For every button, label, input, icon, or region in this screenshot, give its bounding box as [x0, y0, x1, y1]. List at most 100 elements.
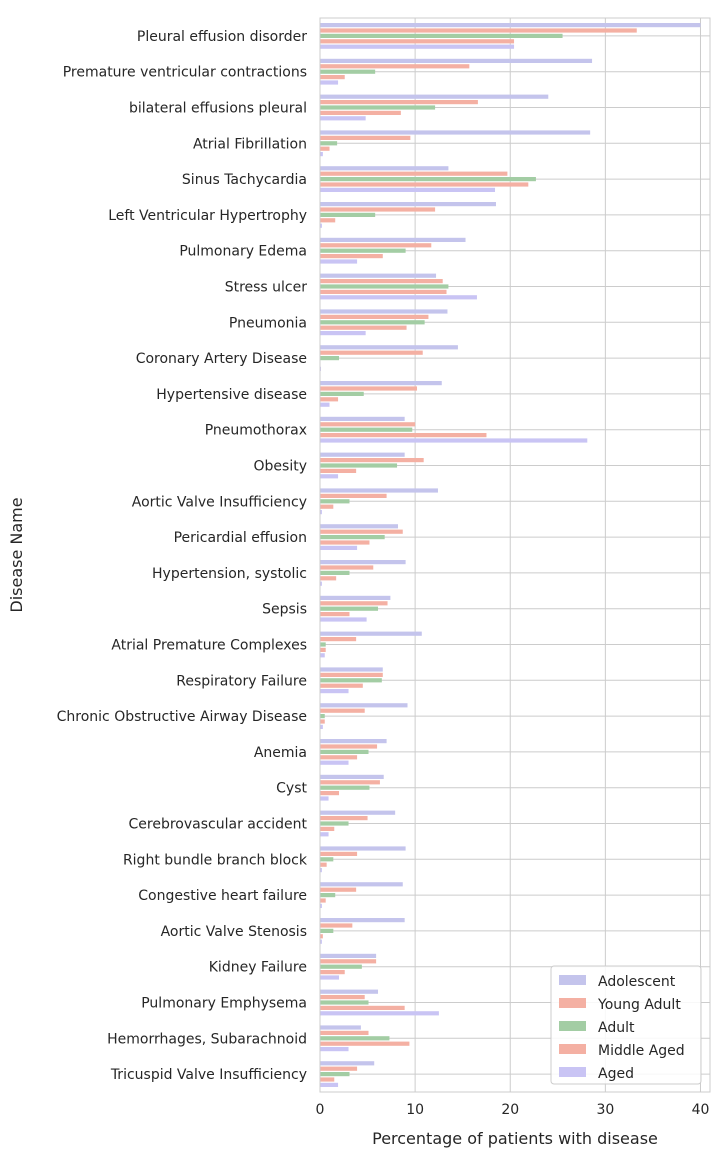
bar	[320, 601, 388, 606]
bar	[320, 953, 377, 958]
bar	[320, 791, 340, 796]
category-label: Obesity	[254, 459, 307, 475]
bar	[320, 116, 366, 121]
legend-label: Middle Aged	[598, 1043, 685, 1059]
bar	[320, 386, 418, 391]
bar	[320, 595, 391, 600]
category-label: Congestive heart failure	[138, 888, 307, 904]
bar	[320, 177, 536, 182]
bar	[320, 422, 416, 427]
bar	[320, 212, 376, 217]
bar	[320, 69, 376, 74]
bar	[320, 171, 508, 176]
category-label: Coronary Artery Disease	[136, 351, 307, 367]
bar	[320, 331, 366, 336]
bar	[320, 141, 338, 146]
bar	[320, 510, 322, 515]
bar	[320, 488, 438, 493]
bar	[320, 166, 449, 171]
legend-box	[550, 965, 702, 1085]
category-label: Aortic Valve Insufficiency	[132, 494, 307, 510]
bar	[320, 714, 325, 719]
bar	[320, 749, 369, 754]
category-label: bilateral effusions pleural	[129, 101, 307, 117]
bar	[320, 1036, 390, 1041]
bar	[320, 259, 358, 264]
bar	[320, 989, 379, 994]
bar	[320, 918, 405, 923]
legend: Adolescent Young Adult Adult Middle Aged Age…	[550, 965, 702, 1085]
bar	[320, 995, 365, 1000]
category-label: Hemorrhages, Subarachnoid	[107, 1031, 307, 1047]
category-label: Pericardial effusion	[174, 530, 307, 546]
bar	[320, 1061, 375, 1066]
bar	[320, 1041, 410, 1046]
bar	[320, 309, 448, 314]
bar	[320, 581, 322, 586]
bar	[320, 64, 470, 69]
legend-label: Aged	[598, 1066, 634, 1082]
bar	[320, 653, 325, 658]
bar	[320, 499, 350, 504]
category-label: Respiratory Failure	[176, 673, 307, 689]
bar	[320, 146, 330, 151]
category-label: Pneumothorax	[205, 423, 307, 439]
bar	[320, 780, 380, 785]
bar	[320, 647, 326, 652]
bar	[320, 560, 406, 565]
legend-swatch	[559, 1044, 586, 1054]
bar	[320, 816, 368, 821]
bar	[320, 739, 387, 744]
category-label: Chronic Obstructive Airway Disease	[57, 709, 307, 725]
category-label: Tricuspid Valve Insufficiency	[110, 1067, 307, 1083]
bar	[320, 1005, 405, 1010]
bar	[320, 1066, 358, 1071]
category-label: Left Ventricular Hypertrophy	[108, 208, 307, 224]
category-labels: Pleural effusion disorder Premature ventr…	[57, 29, 308, 1083]
bar	[320, 381, 442, 386]
legend-label: Adult	[598, 1020, 635, 1036]
bar	[320, 689, 349, 694]
bar	[320, 637, 357, 642]
category-label: Cyst	[276, 781, 307, 797]
bar	[320, 458, 424, 463]
x-axis-title: Percentage of patients with disease	[372, 1129, 658, 1148]
bar	[320, 683, 363, 688]
bar	[320, 438, 588, 443]
bar	[320, 75, 345, 80]
bar	[320, 110, 401, 115]
category-label: Cerebrovascular accident	[129, 817, 308, 833]
bar	[320, 719, 325, 724]
bar	[320, 785, 370, 790]
category-label: Right bundle branch block	[123, 852, 308, 868]
bar	[320, 325, 407, 330]
legend-swatch	[559, 998, 586, 1008]
bar	[320, 667, 383, 672]
bar	[320, 529, 403, 534]
bar	[320, 452, 405, 457]
bar	[320, 94, 549, 99]
bar	[320, 237, 466, 242]
bar	[320, 826, 335, 831]
x-tick-label: 10	[406, 1102, 424, 1118]
bar	[320, 678, 382, 683]
bar	[320, 975, 340, 980]
bars-layer	[320, 23, 701, 1087]
bar	[320, 903, 322, 908]
bar	[320, 868, 322, 873]
bar	[320, 832, 329, 837]
bar	[320, 857, 334, 862]
bar	[320, 44, 515, 49]
bar	[320, 810, 396, 815]
category-label: Pleural effusion disorder	[137, 29, 307, 45]
category-label: Pneumonia	[229, 315, 307, 331]
bar	[320, 356, 340, 361]
bar	[320, 1011, 439, 1016]
bar	[320, 964, 362, 969]
bar	[320, 923, 353, 928]
bar	[320, 760, 349, 765]
bar	[320, 39, 515, 44]
bar	[320, 1030, 369, 1035]
